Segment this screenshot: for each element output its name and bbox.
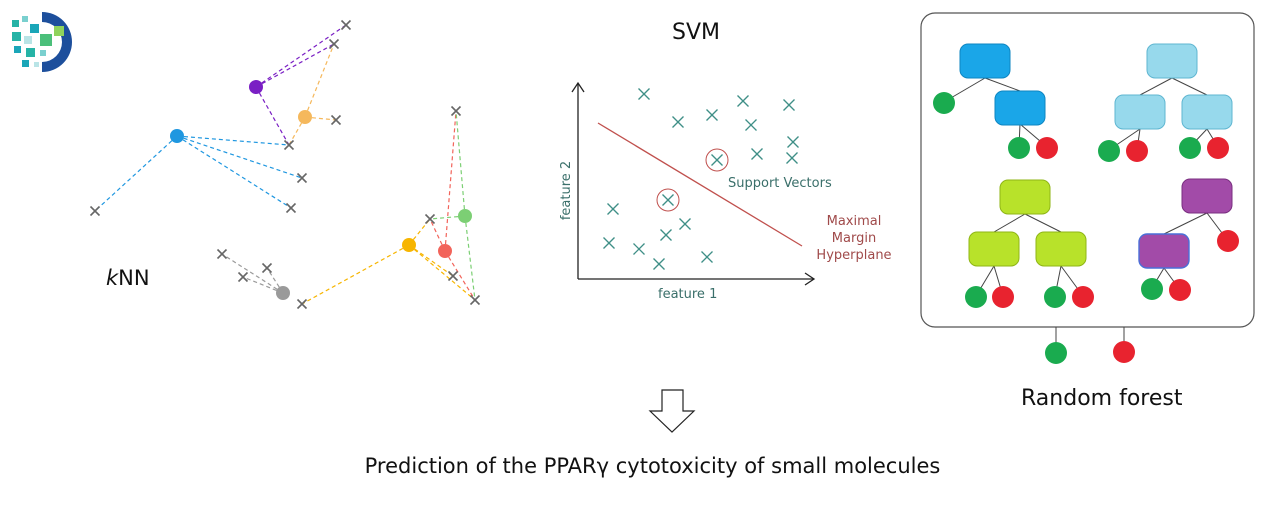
random-forest-title: Random forest bbox=[1021, 386, 1183, 411]
random-forest-panel bbox=[920, 12, 1255, 364]
knn-neighbor-point bbox=[216, 248, 228, 260]
hyperplane-label: Maximal Margin Hyperplane bbox=[816, 214, 892, 263]
svm-data-point bbox=[603, 237, 615, 249]
leaf-red bbox=[1072, 286, 1094, 308]
tree2-right-node bbox=[1181, 94, 1233, 130]
tree2-left-node bbox=[1114, 94, 1166, 130]
logo bbox=[12, 12, 72, 72]
knn-edges bbox=[94, 24, 476, 305]
leaf-red bbox=[1126, 140, 1148, 162]
leaf-green bbox=[1179, 137, 1201, 159]
svm-data-point bbox=[786, 152, 798, 164]
down-arrow-icon bbox=[648, 389, 696, 433]
svm-data-point bbox=[783, 99, 795, 111]
support-vector-circle-2 bbox=[656, 188, 680, 212]
knn-neighbor-point bbox=[450, 105, 462, 117]
svm-hyperplane bbox=[597, 122, 803, 247]
svm-x-axis-label: feature 1 bbox=[658, 287, 718, 302]
tree3-left-node bbox=[968, 231, 1020, 267]
tree3-right-node bbox=[1035, 231, 1087, 267]
leaf-red bbox=[1169, 279, 1191, 301]
svm-panel bbox=[571, 81, 816, 286]
knn-neighbor-point bbox=[237, 271, 249, 283]
leaf-green bbox=[933, 92, 955, 114]
leaf-green bbox=[1044, 286, 1066, 308]
knn-neighbor-point bbox=[447, 270, 459, 282]
tree3-root-node bbox=[999, 179, 1051, 215]
svm-data-point bbox=[751, 148, 763, 160]
leaf-green bbox=[1008, 137, 1030, 159]
leaf-red bbox=[1036, 137, 1058, 159]
svm-data-points bbox=[603, 88, 799, 270]
svm-axes bbox=[571, 81, 816, 286]
leaf-green bbox=[1141, 278, 1163, 300]
leaf-red bbox=[992, 286, 1014, 308]
leaf-green bbox=[965, 286, 987, 308]
tree4-inner-node bbox=[1138, 233, 1190, 269]
knn-point-yellow bbox=[402, 238, 416, 252]
conclusion-text: Prediction of the PPARγ cytotoxicity of … bbox=[364, 454, 941, 478]
svm-data-point bbox=[679, 218, 691, 230]
svm-title: SVM bbox=[672, 20, 720, 45]
leaf-red bbox=[1207, 137, 1229, 159]
knn-neighbor-point bbox=[328, 38, 340, 50]
knn-neighbor-point bbox=[285, 202, 297, 214]
knn-neighbor-point bbox=[296, 298, 308, 310]
svm-data-point bbox=[653, 258, 665, 270]
tree4-root-node bbox=[1181, 178, 1233, 214]
knn-point-gray bbox=[276, 286, 290, 300]
forest-frame bbox=[920, 12, 1255, 328]
knn-panel bbox=[89, 19, 481, 310]
svm-data-point bbox=[737, 95, 749, 107]
svm-data-point bbox=[638, 88, 650, 100]
knn-neighbor-point bbox=[283, 139, 295, 151]
svm-data-point bbox=[662, 194, 674, 206]
svm-data-point bbox=[711, 154, 723, 166]
knn-neighbor-point bbox=[330, 114, 342, 126]
support-vectors-label: Support Vectors bbox=[728, 176, 832, 191]
leaf-green bbox=[1098, 140, 1120, 162]
knn-point-blue bbox=[170, 129, 184, 143]
svm-data-point bbox=[787, 136, 799, 148]
knn-point-purple bbox=[249, 80, 263, 94]
knn-point-orange bbox=[298, 110, 312, 124]
svm-data-point bbox=[745, 119, 757, 131]
svm-y-axis-label: feature 2 bbox=[559, 160, 575, 221]
knn-neighbor-point bbox=[261, 262, 273, 274]
knn-title: kNN bbox=[106, 266, 150, 290]
svm-data-point bbox=[633, 243, 645, 255]
knn-query-points bbox=[170, 80, 472, 300]
knn-neighbor-point bbox=[340, 19, 352, 31]
support-vector-circle-1 bbox=[705, 148, 729, 172]
tree1-inner-node bbox=[994, 90, 1046, 126]
knn-point-green bbox=[458, 209, 472, 223]
svm-data-point bbox=[701, 251, 713, 263]
knn-neighbor-point bbox=[424, 213, 436, 225]
svm-data-point bbox=[672, 116, 684, 128]
knn-point-red bbox=[438, 244, 452, 258]
svm-data-point bbox=[660, 229, 672, 241]
svm-data-point bbox=[607, 203, 619, 215]
output-green bbox=[1045, 342, 1067, 364]
knn-neighbor-point bbox=[296, 172, 308, 184]
knn-neighbor-points bbox=[89, 19, 481, 310]
output-red bbox=[1113, 341, 1135, 363]
tree1-root-node bbox=[959, 43, 1011, 79]
knn-neighbor-point bbox=[89, 205, 101, 217]
forest-leaves bbox=[933, 92, 1239, 364]
knn-neighbor-point bbox=[469, 294, 481, 306]
leaf-red bbox=[1217, 230, 1239, 252]
svm-data-point bbox=[706, 109, 718, 121]
forest-nodes bbox=[959, 43, 1233, 269]
tree2-root-node bbox=[1146, 43, 1198, 79]
